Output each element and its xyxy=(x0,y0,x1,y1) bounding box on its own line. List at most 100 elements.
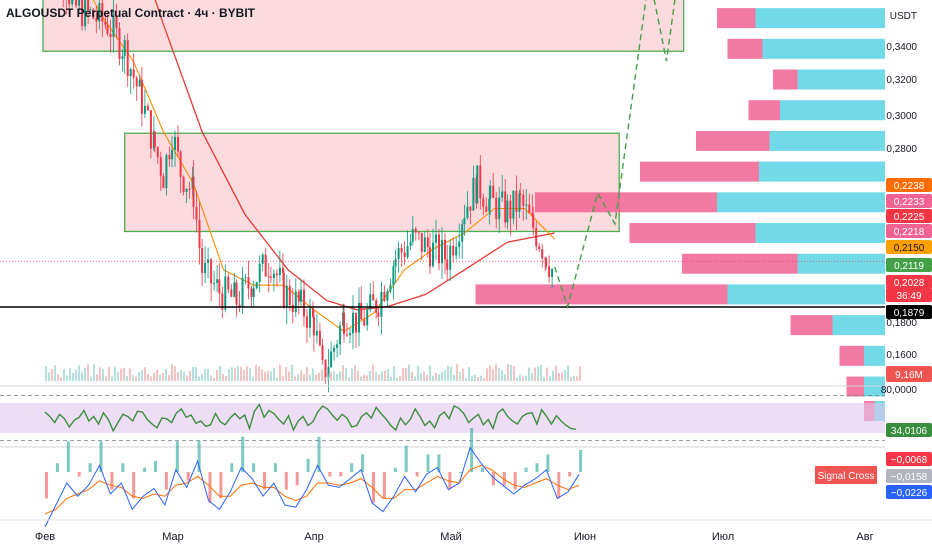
macd-histogram-bar xyxy=(459,472,463,473)
candle-body xyxy=(92,9,95,19)
volume-bar xyxy=(390,376,392,381)
volume-bar xyxy=(345,368,347,381)
candle-body xyxy=(282,272,285,307)
candle-body xyxy=(146,105,149,111)
macd-value-bg xyxy=(886,452,932,466)
volume-bar xyxy=(171,364,173,381)
volume-bar xyxy=(81,372,83,381)
candle-body xyxy=(417,232,420,234)
candle-body xyxy=(297,291,300,302)
candle-body xyxy=(330,351,333,368)
candle-body xyxy=(452,245,455,256)
volume-bar xyxy=(108,366,110,381)
candle-body xyxy=(195,207,198,220)
candle-body xyxy=(129,69,132,77)
volume-bar xyxy=(168,374,170,381)
price-axis-label-bg xyxy=(886,209,932,223)
macd-value-bg xyxy=(886,485,932,499)
volume-bar xyxy=(282,376,284,381)
volume-bar xyxy=(342,365,344,381)
volume-bar xyxy=(312,368,314,381)
candle-body xyxy=(185,188,188,192)
volume-bar xyxy=(519,374,521,381)
candle-body xyxy=(306,316,308,328)
candle-body xyxy=(358,303,360,333)
volume-bar xyxy=(324,377,326,381)
volume-bar xyxy=(261,369,263,381)
candle-body xyxy=(472,177,475,211)
volume-bar xyxy=(285,366,287,381)
volume-bar xyxy=(510,364,512,381)
candle-body xyxy=(389,284,392,292)
volume-bar xyxy=(57,374,59,381)
volume-bar xyxy=(543,376,545,381)
macd-histogram-bar xyxy=(263,472,266,490)
candle-body xyxy=(386,291,389,301)
candle-body xyxy=(216,279,219,283)
volume-profile-down-bar xyxy=(696,130,770,151)
candle-body xyxy=(394,259,397,267)
volume-bar xyxy=(516,377,518,381)
volume-bar xyxy=(60,377,62,381)
volume-bar xyxy=(498,367,500,381)
ma-slow-line xyxy=(154,0,555,311)
candle-body xyxy=(174,136,176,150)
candle-body xyxy=(518,193,521,212)
candle-body xyxy=(346,334,348,336)
macd-histogram-bar xyxy=(546,454,550,472)
macd-histogram-bar xyxy=(557,472,561,499)
candle-body xyxy=(360,303,363,320)
candle-body xyxy=(461,224,464,242)
volume-bar xyxy=(216,369,218,381)
volume-profile-down-bar xyxy=(773,69,798,90)
candle-body xyxy=(123,40,126,57)
volume-bar xyxy=(117,371,119,381)
price-axis-label: 0,2238 xyxy=(894,181,925,192)
volume-bar xyxy=(552,370,554,381)
candle-body xyxy=(515,190,518,212)
macd-line xyxy=(44,446,580,528)
candle-body xyxy=(252,288,255,298)
volume-bar xyxy=(465,377,467,381)
candle-body xyxy=(466,206,469,219)
candle-body xyxy=(247,277,250,289)
candle-body xyxy=(489,185,492,199)
candle-body xyxy=(312,308,314,317)
volume-bar xyxy=(306,367,308,381)
macd-histogram-bar xyxy=(339,472,343,477)
candle-body xyxy=(525,204,528,206)
candle-body xyxy=(121,56,124,59)
volume-bar xyxy=(387,368,389,381)
volume-bar xyxy=(198,376,200,381)
volume-bar xyxy=(372,364,374,381)
volume-profile-down-bar xyxy=(535,192,717,213)
candle-body xyxy=(188,188,191,190)
candle-body xyxy=(309,308,311,328)
volume-bar xyxy=(531,373,533,381)
candle-body xyxy=(149,110,152,149)
price-axis-label-bg xyxy=(886,258,932,272)
volume-bar xyxy=(297,373,299,381)
candle-body xyxy=(126,40,129,77)
macd-histogram-bar xyxy=(415,472,419,477)
volume-bar xyxy=(528,367,530,381)
volume-bar xyxy=(240,366,242,381)
macd-histogram-bar xyxy=(350,463,354,472)
volume-bar xyxy=(570,377,572,381)
macd-histogram-bar xyxy=(66,441,70,472)
macd-histogram-bar xyxy=(110,472,114,490)
volume-bar xyxy=(273,367,275,381)
candle-body xyxy=(244,277,247,279)
volume-bar xyxy=(228,369,230,381)
candle-body xyxy=(420,232,423,252)
volume-bar xyxy=(336,374,338,381)
candle-body xyxy=(495,197,498,220)
macd-histogram-bar xyxy=(579,450,583,472)
candle-body xyxy=(255,282,258,289)
candle-body xyxy=(95,18,98,22)
volume-bar xyxy=(279,364,281,381)
candle-body xyxy=(162,176,165,189)
volume-bar xyxy=(381,371,383,381)
volume-bar xyxy=(105,376,107,381)
